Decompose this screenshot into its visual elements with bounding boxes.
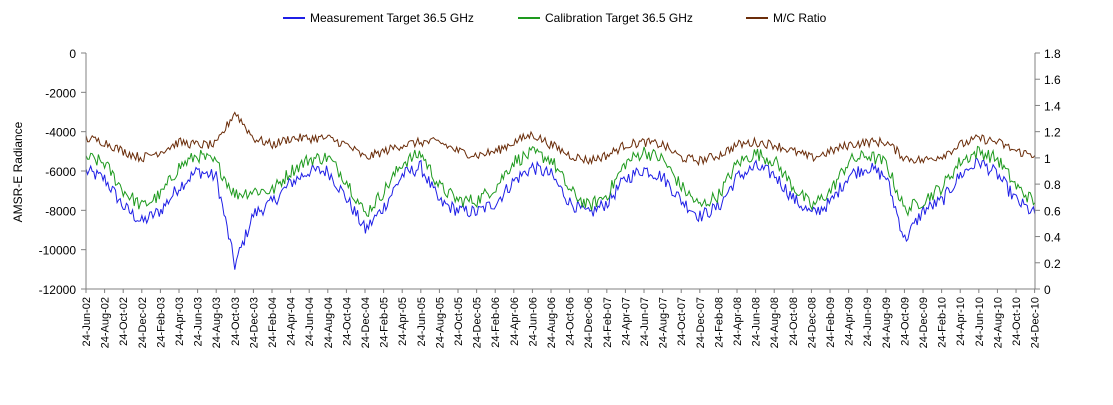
series-line-3	[85, 111, 1036, 167]
x-tick-label: 24-Dec-09	[918, 297, 930, 348]
x-tick-label: 24-Aug-08	[769, 297, 781, 348]
x-tick-label: 24-Dec-03	[248, 297, 260, 348]
x-tick-label: 24-Feb-09	[825, 297, 837, 348]
y-tick-label: -4000	[45, 126, 76, 140]
series-line-1	[85, 156, 1036, 270]
legend-label-2: Calibration Target 36.5 GHz	[545, 11, 693, 25]
x-tick-label: 24-Oct-08	[788, 297, 800, 346]
y2-tick-label: 0	[1044, 283, 1051, 297]
x-tick-label: 24-Jun-10	[974, 297, 986, 347]
x-tick-label: 24-Oct-04	[341, 297, 353, 346]
x-tick-label: 24-Feb-10	[937, 297, 949, 348]
x-tick-label: 24-Feb-05	[379, 297, 391, 348]
x-tick-label: 24-Dec-06	[583, 297, 595, 348]
x-tick-label: 24-Apr-07	[620, 297, 632, 346]
x-tick-label: 24-Jun-05	[416, 297, 428, 347]
x-tick-label: 24-Aug-04	[323, 297, 335, 348]
x-tick-label: 24-Aug-02	[100, 297, 112, 348]
x-tick-label: 24-Jun-02	[81, 297, 93, 347]
x-tick-label: 24-Oct-06	[565, 297, 577, 346]
x-tick-label: 24-Apr-03	[174, 297, 186, 346]
x-tick-label: 24-Aug-03	[211, 297, 223, 348]
x-tick-label: 24-Apr-06	[509, 297, 521, 346]
x-tick-label: 24-Jun-09	[862, 297, 874, 347]
x-tick-label: 24-Feb-06	[490, 297, 502, 348]
legend: Measurement Target 36.5 GHz Calibration T…	[283, 11, 827, 25]
x-tick-label: 24-Apr-10	[955, 297, 967, 346]
legend-label-1: Measurement Target 36.5 GHz	[310, 11, 474, 25]
x-tick-label: 24-Feb-07	[602, 297, 614, 348]
y2-tick-label: 1.2	[1044, 126, 1061, 140]
x-tick-label: 24-Apr-04	[286, 297, 298, 346]
x-tick-label: 24-Feb-04	[267, 297, 279, 348]
x-tick-label: 24-Feb-03	[155, 297, 167, 348]
x-tick-label: 24-Dec-04	[360, 297, 372, 348]
series-line-2	[85, 145, 1036, 217]
x-tick-label: 24-Aug-06	[546, 297, 558, 348]
y-tick-label: -8000	[45, 204, 76, 218]
x-tick-label: 24-Dec-10	[1030, 297, 1042, 348]
y2-tick-label: 0.2	[1044, 257, 1061, 271]
legend-label-3: M/C Ratio	[773, 11, 827, 25]
y-tick-label: -10000	[39, 244, 77, 258]
x-tick-label: 24-Aug-05	[434, 297, 446, 348]
x-tick-label: 24-Dec-07	[695, 297, 707, 348]
x-tick-label: 24-Aug-09	[881, 297, 893, 348]
x-tick-label: 24-Dec-05	[472, 297, 484, 348]
x-tick-label: 24-Jun-08	[751, 297, 763, 347]
x-tick-label: 24-Apr-09	[844, 297, 856, 346]
x-tick-label: 24-Oct-03	[230, 297, 242, 346]
axes: 0 -2000 -4000 -6000 -8000 -10000 -12000 1.8 1.6 1…	[39, 47, 1061, 348]
y-tick-label: 0	[69, 47, 76, 61]
y2-tick-label: 1.8	[1044, 47, 1061, 61]
x-tick-label: 24-Aug-10	[992, 297, 1004, 348]
y-axis-label: AMSR-E Radiance	[11, 121, 25, 222]
x-tick-label: 24-Jun-04	[304, 297, 316, 347]
x-tick-label: 24-Jun-06	[527, 297, 539, 347]
y2-tick-label: 0.8	[1044, 178, 1061, 192]
x-tick-label: 24-Oct-05	[453, 297, 465, 346]
x-tick-label: 24-Aug-07	[658, 297, 670, 348]
x-tick-label: 24-Dec-02	[137, 297, 149, 348]
x-tick-label: 24-Jun-03	[193, 297, 205, 347]
y2-tick-label: 1	[1044, 152, 1051, 166]
y2-tick-label: 1.6	[1044, 73, 1061, 87]
y-tick-label: -12000	[39, 283, 77, 297]
x-tick-label: 24-Feb-08	[713, 297, 725, 348]
x-tick-label: 24-Jun-07	[639, 297, 651, 347]
y2-tick-label: 1.4	[1044, 99, 1061, 113]
y2-tick-label: 0.6	[1044, 204, 1061, 218]
x-tick-label: 24-Apr-08	[732, 297, 744, 346]
x-tick-label: 24-Oct-10	[1011, 297, 1023, 346]
y2-tick-label: 0.4	[1044, 231, 1061, 245]
x-tick-label: 24-Oct-07	[676, 297, 688, 346]
x-tick-label: 24-Oct-02	[118, 297, 130, 346]
x-tick-label: 24-Oct-09	[899, 297, 911, 346]
x-tick-label: 24-Dec-08	[806, 297, 818, 348]
y-tick-label: -2000	[45, 86, 76, 100]
y-tick-label: -6000	[45, 165, 76, 179]
x-tick-label: 24-Apr-05	[397, 297, 409, 346]
series-layer	[85, 111, 1036, 270]
